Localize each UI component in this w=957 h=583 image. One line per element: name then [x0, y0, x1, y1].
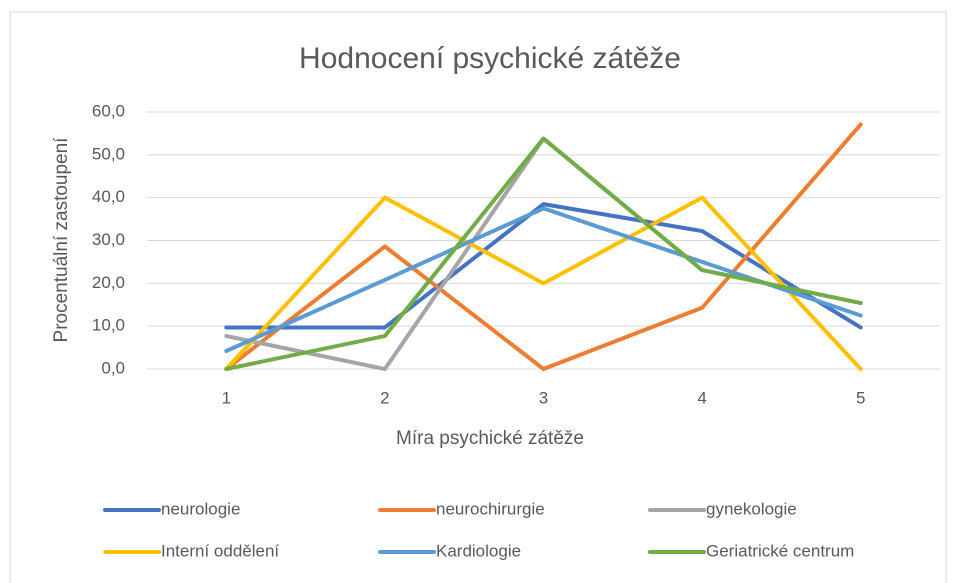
- legend-label: Geriatrické centrum: [706, 541, 854, 560]
- x-tick-label: 2: [380, 388, 389, 407]
- x-axis-label: Míra psychické zátěže: [396, 428, 584, 449]
- y-tick-label: 60,0: [92, 101, 125, 120]
- legend-label: gynekologie: [706, 499, 797, 518]
- x-tick-label: 3: [539, 388, 548, 407]
- chart-border: [9, 11, 947, 583]
- y-tick-label: 10,0: [92, 316, 125, 335]
- y-axis-label: Procentuální zastoupení: [51, 137, 72, 343]
- x-tick-label: 1: [222, 388, 231, 407]
- y-tick-label: 50,0: [92, 144, 125, 163]
- chart-title: Hodnocení psychické zátěže: [299, 42, 681, 75]
- legend-label: neurochirurgie: [436, 499, 545, 518]
- legend-label: Kardiologie: [436, 541, 521, 560]
- series-line: [224, 136, 863, 371]
- series-line: [224, 122, 863, 371]
- series-line: [224, 195, 863, 371]
- y-tick-label: 0,0: [101, 358, 125, 377]
- x-tick-label: 4: [697, 388, 706, 407]
- y-tick-label: 20,0: [92, 273, 125, 292]
- y-tick-label: 40,0: [92, 187, 125, 206]
- x-tick-label: 5: [856, 388, 865, 407]
- legend-label: Interní oddělení: [161, 541, 279, 560]
- y-tick-label: 30,0: [92, 230, 125, 249]
- legend-label: neurologie: [161, 499, 240, 518]
- series-line: [224, 202, 863, 330]
